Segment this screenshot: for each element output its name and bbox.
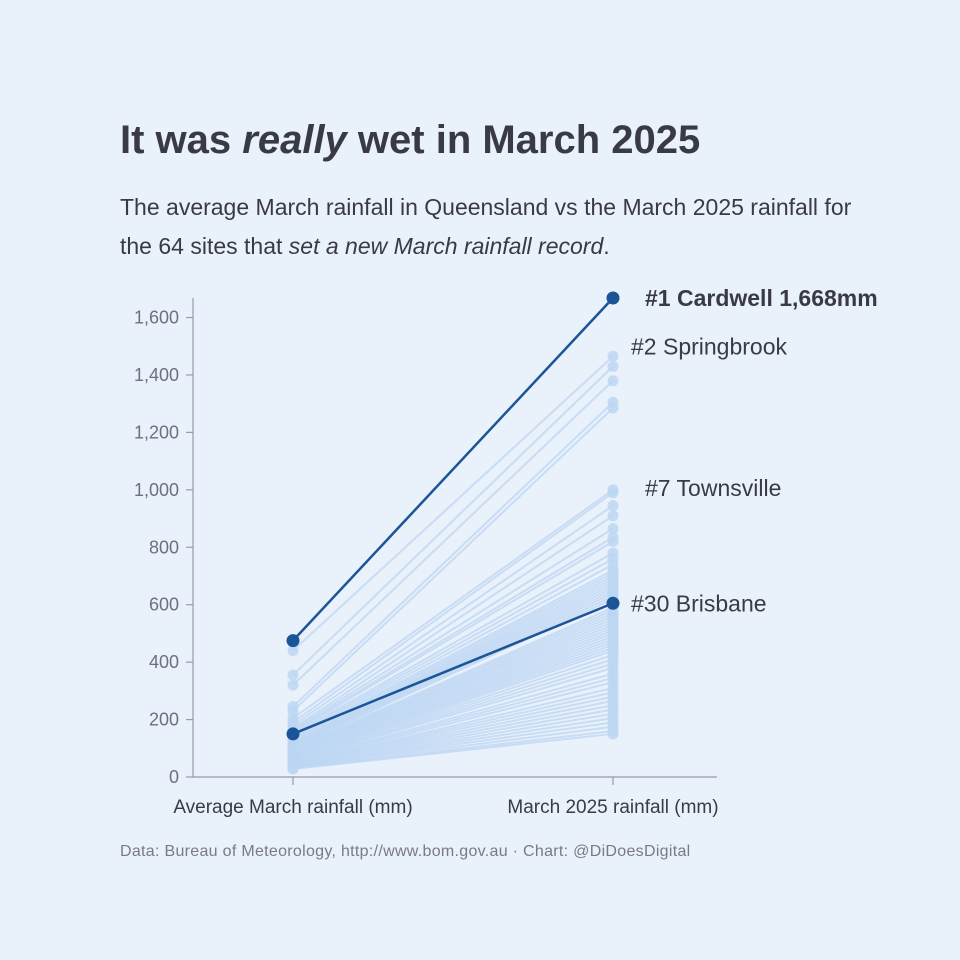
site-line bbox=[292, 552, 614, 735]
site-line bbox=[292, 540, 614, 734]
y-tick-label: 200 bbox=[149, 710, 179, 730]
site-point-2025 bbox=[607, 350, 619, 362]
subtitle-pre: The average March rainfall in Queensland… bbox=[120, 194, 852, 259]
site-point-average bbox=[287, 763, 299, 775]
annotation-label: #7 Townsville bbox=[645, 475, 781, 501]
site-line bbox=[292, 732, 614, 770]
site-line bbox=[292, 401, 614, 708]
title-post: wet in March 2025 bbox=[346, 118, 701, 162]
site-line bbox=[292, 654, 614, 761]
highlight-line bbox=[292, 602, 614, 736]
site-line bbox=[292, 621, 614, 753]
title-emphasis: really bbox=[242, 118, 347, 162]
background-site-lines bbox=[287, 350, 619, 775]
site-line bbox=[292, 514, 614, 730]
y-tick-label: 0 bbox=[169, 767, 179, 787]
site-line bbox=[292, 649, 614, 761]
y-tick-label: 1,000 bbox=[134, 480, 179, 500]
site-line bbox=[292, 646, 614, 760]
site-point-average bbox=[287, 645, 299, 657]
site-point-2025 bbox=[607, 536, 619, 548]
site-line bbox=[292, 489, 614, 719]
highlight-label: #30 Brisbane bbox=[631, 590, 767, 616]
site-line bbox=[292, 704, 614, 767]
highlight-point-average bbox=[286, 727, 300, 741]
highlight-point-2025 bbox=[606, 291, 620, 305]
x-tick-label: Average March rainfall (mm) bbox=[173, 797, 412, 818]
site-line bbox=[292, 721, 614, 769]
subtitle-post: . bbox=[603, 233, 610, 259]
site-line bbox=[292, 595, 614, 748]
site-line bbox=[292, 557, 614, 737]
site-labels: #1 Cardwell 1,668mm #30 Brisbane #2 Spring… bbox=[631, 285, 878, 616]
source-credit: Data: Bureau of Meteorology, http://www.… bbox=[120, 843, 691, 860]
y-tick-label: 1,400 bbox=[134, 365, 179, 385]
site-line bbox=[292, 583, 614, 745]
chart-axes: 0 200 400 600 800 1,000 1,200 1,400 1,600 Average… bbox=[134, 298, 719, 818]
site-point-2025 bbox=[607, 728, 619, 740]
site-point-average bbox=[287, 679, 299, 691]
site-point-2025 bbox=[607, 510, 619, 522]
site-point-2025 bbox=[607, 500, 619, 512]
y-tick-label: 600 bbox=[149, 595, 179, 615]
site-line bbox=[292, 695, 614, 766]
annotation-label: #2 Springbrook bbox=[631, 333, 787, 359]
site-line bbox=[292, 635, 614, 757]
site-line bbox=[292, 725, 614, 769]
site-point-2025 bbox=[607, 375, 619, 387]
title-pre: It was bbox=[120, 118, 243, 162]
site-line bbox=[292, 672, 614, 764]
site-line bbox=[292, 491, 614, 724]
site-line bbox=[292, 676, 614, 764]
site-line bbox=[292, 658, 614, 762]
site-line bbox=[292, 580, 614, 745]
highlight-point-average bbox=[286, 634, 300, 648]
site-line bbox=[292, 666, 614, 763]
site-line bbox=[292, 563, 614, 738]
site-line bbox=[292, 504, 614, 727]
site-line bbox=[292, 708, 614, 768]
site-line bbox=[292, 632, 614, 756]
site-line bbox=[292, 379, 614, 686]
site-point-2025 bbox=[607, 523, 619, 535]
site-line bbox=[292, 355, 614, 652]
chart-subtitle: The average March rainfall in Queensland… bbox=[120, 188, 860, 266]
site-point-2025 bbox=[607, 487, 619, 499]
site-point-2025 bbox=[607, 402, 619, 414]
site-point-average bbox=[287, 669, 299, 681]
highlighted-site-lines bbox=[286, 291, 620, 741]
site-line bbox=[292, 623, 614, 754]
site-line bbox=[292, 365, 614, 676]
y-tick-label: 1,200 bbox=[134, 422, 179, 442]
site-line bbox=[292, 407, 614, 712]
highlight-point-2025 bbox=[606, 596, 620, 610]
y-tick-label: 800 bbox=[149, 537, 179, 557]
site-point-2025 bbox=[607, 360, 619, 372]
chart-title: It was really wet in March 2025 bbox=[120, 118, 700, 163]
site-line bbox=[292, 569, 614, 740]
site-line bbox=[292, 681, 614, 765]
x-tick-label: March 2025 rainfall (mm) bbox=[507, 797, 718, 818]
highlight-label: #1 Cardwell 1,668mm bbox=[645, 285, 878, 311]
site-line bbox=[292, 643, 614, 759]
y-tick-label: 400 bbox=[149, 652, 179, 672]
site-line bbox=[292, 527, 614, 731]
site-line bbox=[292, 575, 614, 742]
site-line bbox=[292, 699, 614, 766]
y-tick-label: 1,600 bbox=[134, 308, 179, 328]
highlight-line bbox=[292, 297, 614, 642]
subtitle-emphasis: set a new March rainfall record bbox=[288, 233, 604, 259]
site-line bbox=[292, 612, 614, 751]
site-line bbox=[292, 536, 614, 732]
site-line bbox=[292, 609, 614, 750]
